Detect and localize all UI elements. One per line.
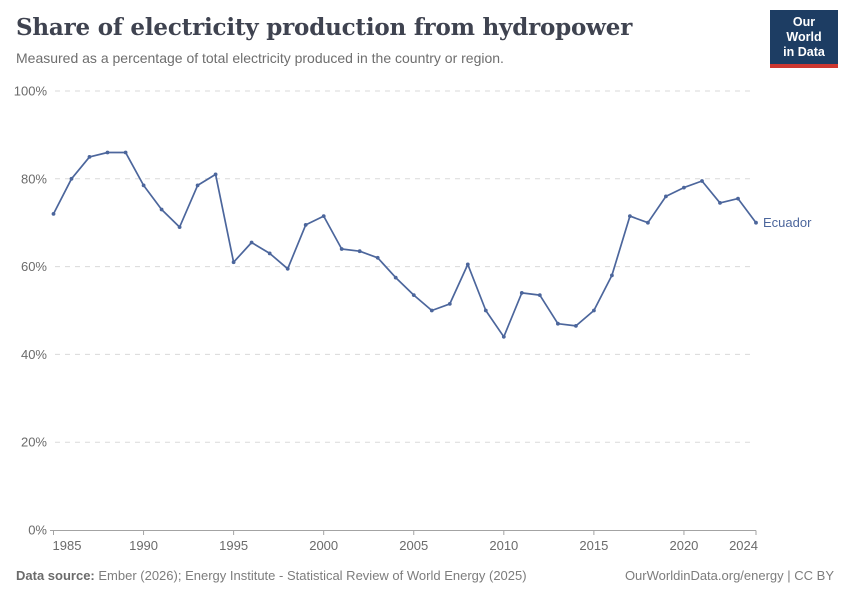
- license-link[interactable]: OurWorldinData.org/energy | CC BY: [624, 568, 834, 583]
- data-point[interactable]: [231, 260, 236, 265]
- owid-logo-line1: Our World: [786, 15, 822, 44]
- data-point[interactable]: [411, 293, 416, 297]
- data-point[interactable]: [159, 207, 164, 212]
- data-point[interactable]: [249, 240, 254, 245]
- y-tick-label: 60%: [21, 259, 47, 274]
- x-tick-label: 2000: [309, 538, 338, 553]
- data-point[interactable]: [556, 321, 560, 326]
- data-point[interactable]: [213, 172, 218, 177]
- data-point[interactable]: [105, 150, 110, 155]
- data-point[interactable]: [303, 223, 308, 227]
- x-tick-label: 1990: [129, 538, 158, 553]
- data-point[interactable]: [646, 220, 650, 225]
- data-source-text: Ember (2026); Energy Institute - Statist…: [94, 568, 527, 583]
- y-tick-label: 20%: [21, 435, 47, 450]
- data-source-note: Data source: Ember (2026); Energy Instit…: [16, 568, 527, 583]
- chart-footer: Data source: Ember (2026); Energy Instit…: [16, 568, 834, 583]
- data-point[interactable]: [177, 225, 182, 230]
- y-tick-label: 0%: [28, 523, 47, 538]
- owid-logo-line2: in Data: [783, 45, 825, 59]
- data-point[interactable]: [285, 266, 290, 271]
- x-tick-label: 2005: [399, 538, 428, 553]
- data-point[interactable]: [501, 334, 506, 339]
- data-point[interactable]: [429, 308, 434, 313]
- series-end-label[interactable]: Ecuador: [763, 215, 812, 230]
- y-tick-label: 40%: [21, 347, 47, 362]
- data-point[interactable]: [736, 196, 740, 201]
- x-tick-label: 1985: [53, 538, 82, 553]
- data-point[interactable]: [195, 183, 200, 188]
- data-point[interactable]: [465, 262, 470, 267]
- x-tick-label: 2015: [579, 538, 608, 553]
- data-point[interactable]: [51, 212, 56, 216]
- y-tick-label: 80%: [21, 171, 47, 186]
- data-point[interactable]: [574, 324, 578, 328]
- data-point[interactable]: [592, 308, 596, 313]
- data-point[interactable]: [718, 201, 722, 205]
- x-tick-label: 2024: [729, 538, 758, 553]
- page-title: Share of electricity production from hyd…: [16, 14, 633, 41]
- data-source-label: Data source:: [16, 568, 95, 583]
- data-point[interactable]: [339, 247, 344, 251]
- data-point[interactable]: [754, 220, 758, 225]
- data-point[interactable]: [664, 194, 668, 199]
- data-point[interactable]: [610, 273, 614, 278]
- data-point[interactable]: [141, 183, 146, 188]
- data-point[interactable]: [483, 308, 488, 313]
- x-tick-label: 1995: [219, 538, 248, 553]
- data-point[interactable]: [375, 255, 380, 260]
- owid-logo[interactable]: Our World in Data: [770, 10, 838, 68]
- chart-subtitle: Measured as a percentage of total electr…: [16, 50, 504, 66]
- x-tick-label: 2010: [489, 538, 518, 553]
- x-tick-label: 2020: [669, 538, 698, 553]
- y-tick-label: 100%: [14, 84, 48, 99]
- chart-header: Share of electricity production from hyd…: [16, 14, 834, 66]
- data-point[interactable]: [519, 291, 524, 295]
- data-point[interactable]: [447, 302, 452, 306]
- data-point[interactable]: [357, 249, 362, 254]
- data-point[interactable]: [682, 185, 686, 190]
- data-point[interactable]: [123, 150, 128, 155]
- data-point[interactable]: [267, 251, 272, 256]
- data-point[interactable]: [321, 214, 326, 219]
- series-line[interactable]: [52, 151, 757, 338]
- data-point[interactable]: [700, 179, 704, 183]
- data-point[interactable]: [69, 176, 74, 181]
- data-point[interactable]: [87, 155, 92, 159]
- data-point[interactable]: [628, 214, 632, 219]
- data-point[interactable]: [537, 293, 542, 297]
- data-point[interactable]: [393, 275, 398, 280]
